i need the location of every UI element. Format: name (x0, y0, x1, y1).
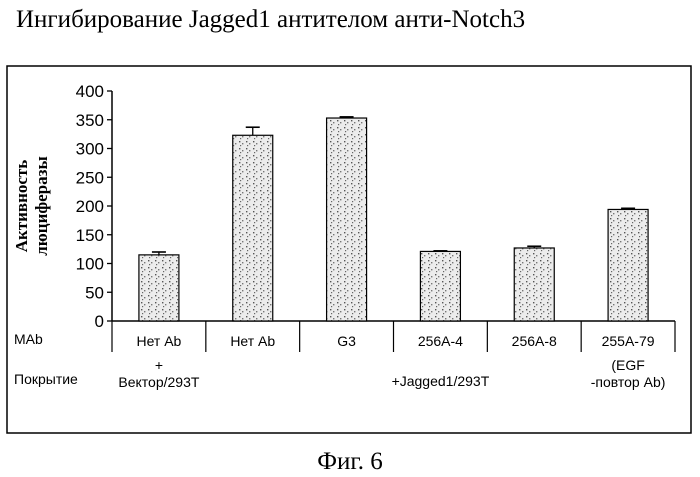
y-tick-label: 400 (76, 82, 104, 101)
bar (608, 209, 648, 321)
row-label-coating: Покрытие (14, 371, 78, 387)
y-tick-label: 350 (76, 111, 104, 130)
bar (514, 248, 554, 321)
bars (139, 117, 648, 321)
category-label: Нет Ab (136, 333, 181, 349)
bar (233, 135, 273, 321)
y-axis-title: Активностьлюциферазы (12, 156, 51, 256)
y-tick-label: 50 (85, 283, 104, 302)
row-label-mab: MAb (14, 331, 43, 347)
y-tick-label: 250 (76, 168, 104, 187)
coating-label-line: (EGF (611, 357, 644, 373)
figure-caption: Фиг. 6 (0, 448, 700, 476)
coating-label: +Jagged1/293T (392, 373, 490, 389)
category-label: G3 (337, 333, 356, 349)
coating-label: (EGF-повтор Ab) (591, 357, 666, 390)
y-axis-label: Активностьлюциферазы (12, 156, 51, 256)
category-label: 256A-4 (418, 333, 463, 349)
coating-label-line: Вектор/293T (118, 374, 199, 390)
y-axis-label-line: люциферазы (32, 156, 51, 256)
y-tick-label: 200 (76, 197, 104, 216)
bar (327, 118, 367, 321)
coating-label-line: +Jagged1/293T (392, 373, 490, 389)
category-label: 255A-79 (602, 333, 655, 349)
y-tick-label: 0 (95, 312, 104, 331)
category-label: Нет Ab (230, 333, 275, 349)
coating-label-line: -повтор Ab) (591, 374, 666, 390)
y-tick-label: 100 (76, 255, 104, 274)
y-axis-label-line: Активность (12, 160, 31, 253)
coating-label: +Вектор/293T (118, 357, 199, 390)
y-tick-label: 150 (76, 226, 104, 245)
coating-label-line: + (155, 357, 163, 373)
bar (139, 255, 179, 321)
bar (420, 251, 460, 321)
y-tick-label: 300 (76, 140, 104, 159)
category-label: 256A-8 (512, 333, 557, 349)
